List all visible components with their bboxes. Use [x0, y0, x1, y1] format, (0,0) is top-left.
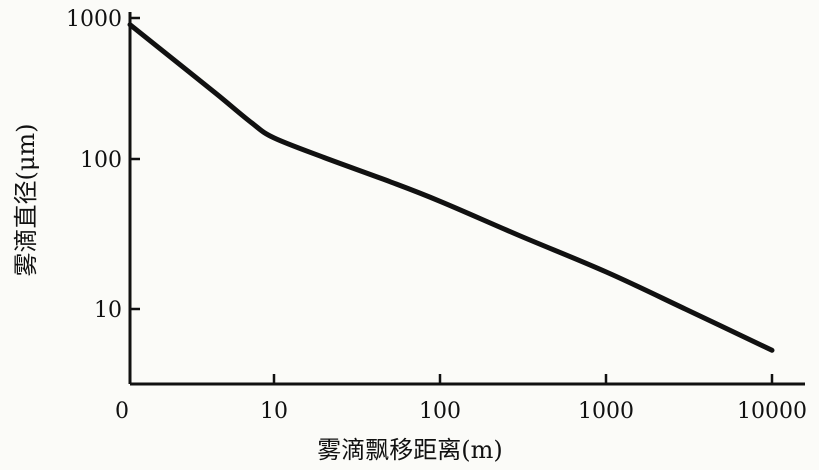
plot-area: [127, 22, 775, 353]
axes: [128, 12, 805, 386]
y-ticks: 1000 100 10: [66, 7, 140, 323]
series-line-0: [127, 22, 775, 353]
x-tick-label: 10: [260, 399, 288, 424]
x-tick-label: 0: [115, 399, 129, 424]
y-axis-title: 雾滴直径(μm): [12, 123, 40, 276]
x-tick-label: 100: [419, 399, 461, 424]
x-ticks: 0 10 100 1000 10000: [115, 374, 807, 424]
x-tick-label: 1000: [578, 399, 634, 424]
y-tick-label: 1000: [66, 7, 122, 32]
y-tick-label: 100: [80, 148, 122, 173]
y-tick-label: 10: [94, 298, 122, 323]
x-tick-label: 10000: [737, 399, 807, 424]
x-axis-title: 雾滴飘移距离(m): [317, 436, 502, 464]
